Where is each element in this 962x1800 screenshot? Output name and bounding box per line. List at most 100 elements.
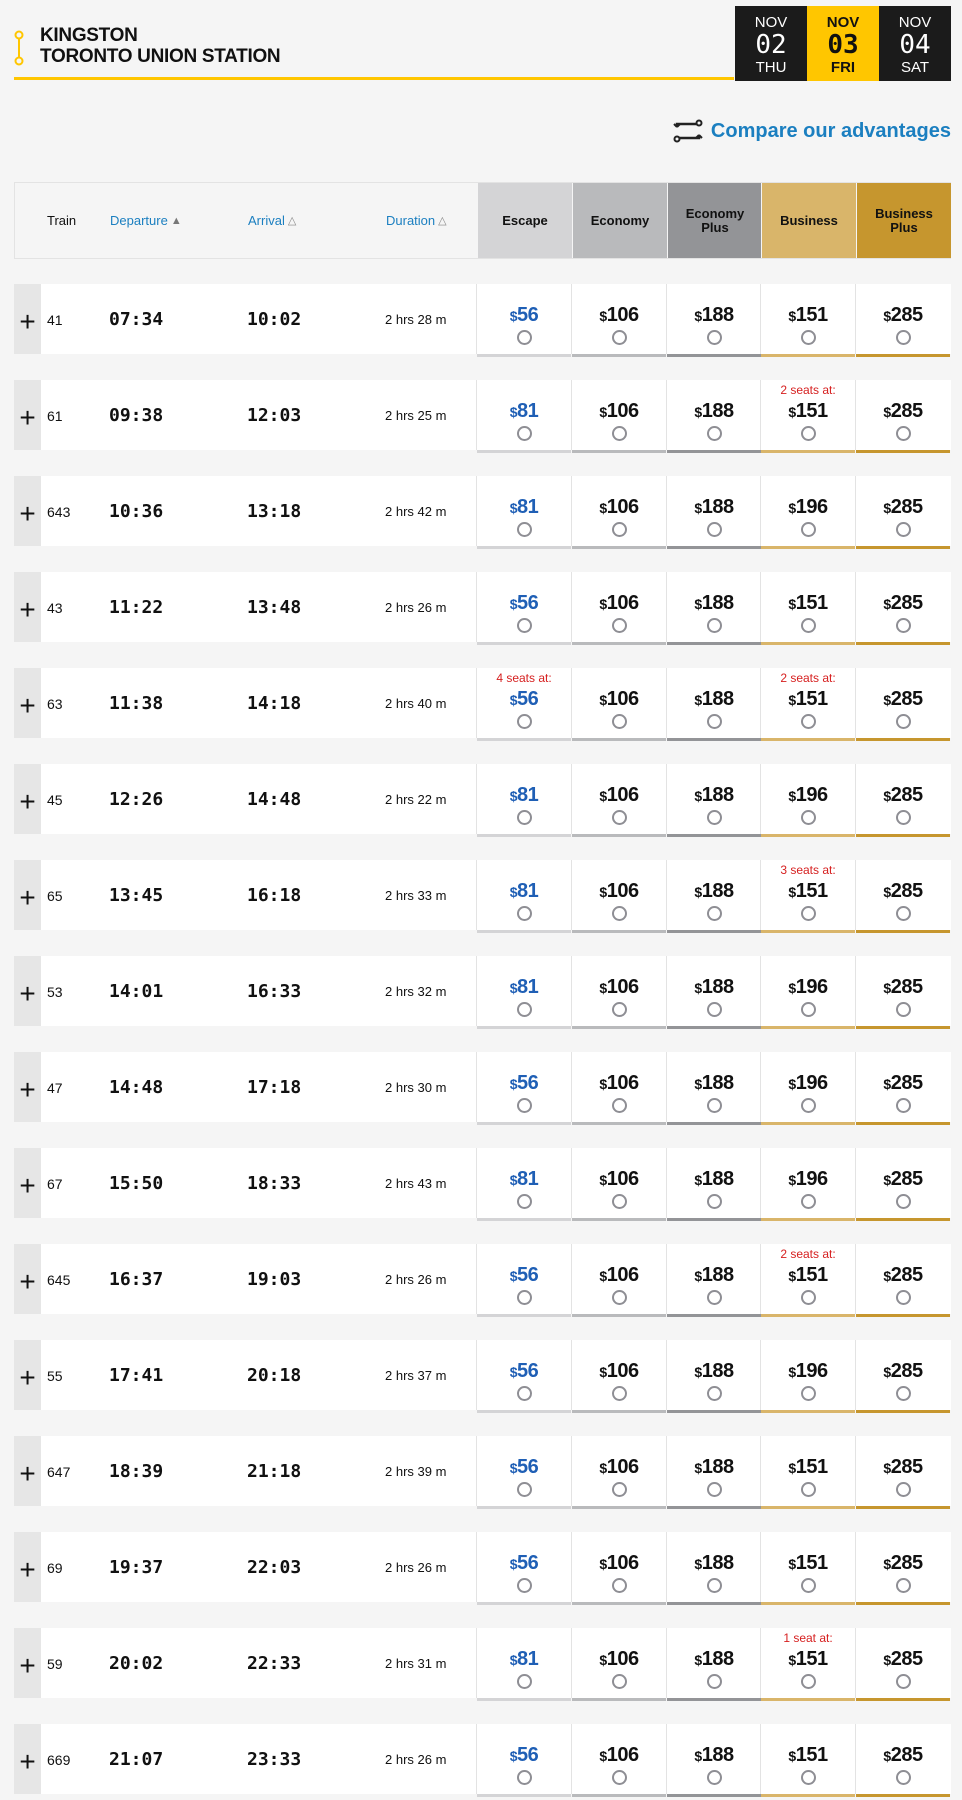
expand-button[interactable]: + — [14, 1340, 41, 1410]
fare-radio[interactable] — [801, 810, 816, 825]
expand-button[interactable]: + — [14, 1724, 41, 1794]
fare-option-business-plus[interactable]: $285 — [855, 476, 950, 549]
fare-radio[interactable] — [801, 1770, 816, 1785]
fare-option-business[interactable]: $151 — [760, 1532, 855, 1605]
fare-radio[interactable] — [707, 906, 722, 921]
fare-radio[interactable] — [612, 1482, 627, 1497]
fare-radio[interactable] — [517, 330, 532, 345]
fare-option-escape[interactable]: $56 — [476, 1340, 571, 1413]
fare-option-business[interactable]: $196 — [760, 956, 855, 1029]
fare-radio[interactable] — [517, 426, 532, 441]
sort-departure[interactable]: Departure ▲ — [110, 183, 182, 258]
fare-option-economy-plus[interactable]: $188 — [666, 1148, 761, 1221]
fare-radio[interactable] — [801, 330, 816, 345]
fare-option-economy[interactable]: $106 — [571, 1532, 666, 1605]
fare-radio[interactable] — [707, 522, 722, 537]
fare-radio[interactable] — [896, 1002, 911, 1017]
fare-radio[interactable] — [896, 1290, 911, 1305]
fare-radio[interactable] — [801, 1290, 816, 1305]
fare-radio[interactable] — [801, 1098, 816, 1113]
fare-option-economy-plus[interactable]: $188 — [666, 1244, 761, 1317]
fare-radio[interactable] — [517, 1482, 532, 1497]
fare-option-business-plus[interactable]: $285 — [855, 860, 950, 933]
fare-radio[interactable] — [707, 1002, 722, 1017]
fare-radio[interactable] — [801, 1578, 816, 1593]
fare-radio[interactable] — [517, 906, 532, 921]
fare-option-economy-plus[interactable]: $188 — [666, 1628, 761, 1701]
fare-radio[interactable] — [801, 618, 816, 633]
fare-option-escape[interactable]: $56 — [476, 1244, 571, 1317]
fare-option-economy-plus[interactable]: $188 — [666, 668, 761, 741]
fare-radio[interactable] — [612, 522, 627, 537]
fare-option-business-plus[interactable]: $285 — [855, 668, 950, 741]
fare-radio[interactable] — [612, 426, 627, 441]
fare-option-business[interactable]: 2 seats at: $151 — [760, 668, 855, 741]
expand-button[interactable]: + — [14, 956, 41, 1026]
fare-option-economy-plus[interactable]: $188 — [666, 1532, 761, 1605]
fare-radio[interactable] — [707, 618, 722, 633]
fare-radio[interactable] — [612, 1770, 627, 1785]
fare-option-economy-plus[interactable]: $188 — [666, 572, 761, 645]
fare-option-business-plus[interactable]: $285 — [855, 1340, 950, 1413]
fare-radio[interactable] — [612, 618, 627, 633]
fare-option-escape[interactable]: $81 — [476, 956, 571, 1029]
fare-radio[interactable] — [517, 522, 532, 537]
fare-radio[interactable] — [612, 1578, 627, 1593]
fare-radio[interactable] — [896, 1098, 911, 1113]
expand-button[interactable]: + — [14, 1148, 41, 1218]
fare-option-business[interactable]: 2 seats at: $151 — [760, 1244, 855, 1317]
fare-radio[interactable] — [612, 714, 627, 729]
fare-radio[interactable] — [707, 1482, 722, 1497]
sort-arrival[interactable]: Arrival △ — [248, 183, 296, 258]
fare-option-escape[interactable]: $81 — [476, 476, 571, 549]
fare-option-economy[interactable]: $106 — [571, 1340, 666, 1413]
fare-radio[interactable] — [612, 330, 627, 345]
fare-radio[interactable] — [612, 1098, 627, 1113]
expand-button[interactable]: + — [14, 1244, 41, 1314]
fare-radio[interactable] — [707, 1290, 722, 1305]
fare-radio[interactable] — [517, 1578, 532, 1593]
fare-radio[interactable] — [896, 1578, 911, 1593]
fare-option-business-plus[interactable]: $285 — [855, 380, 950, 453]
fare-option-business[interactable]: 3 seats at: $151 — [760, 860, 855, 933]
fare-option-business-plus[interactable]: $285 — [855, 764, 950, 837]
fare-option-business-plus[interactable]: $285 — [855, 1628, 950, 1701]
fare-option-business-plus[interactable]: $285 — [855, 572, 950, 645]
fare-radio[interactable] — [707, 1386, 722, 1401]
fare-option-escape[interactable]: 4 seats at: $56 — [476, 668, 571, 741]
fare-option-business-plus[interactable]: $285 — [855, 956, 950, 1029]
expand-button[interactable]: + — [14, 1628, 41, 1698]
fare-option-economy-plus[interactable]: $188 — [666, 380, 761, 453]
fare-option-economy[interactable]: $106 — [571, 476, 666, 549]
fare-option-escape[interactable]: $81 — [476, 1148, 571, 1221]
expand-button[interactable]: + — [14, 860, 41, 930]
fare-radio[interactable] — [896, 1386, 911, 1401]
fare-radio[interactable] — [517, 1674, 532, 1689]
date-04[interactable]: NOV 04 SAT — [879, 6, 951, 81]
fare-option-business[interactable]: $151 — [760, 284, 855, 357]
fare-radio[interactable] — [707, 1194, 722, 1209]
fare-option-business-plus[interactable]: $285 — [855, 1244, 950, 1317]
fare-radio[interactable] — [896, 522, 911, 537]
fare-option-business-plus[interactable]: $285 — [855, 1052, 950, 1125]
fare-radio[interactable] — [707, 810, 722, 825]
fare-radio[interactable] — [801, 426, 816, 441]
fare-radio[interactable] — [707, 330, 722, 345]
fare-radio[interactable] — [896, 330, 911, 345]
fare-option-economy[interactable]: $106 — [571, 1052, 666, 1125]
fare-option-business[interactable]: 1 seat at: $151 — [760, 1628, 855, 1701]
fare-option-economy[interactable]: $106 — [571, 956, 666, 1029]
fare-radio[interactable] — [896, 618, 911, 633]
fare-option-business[interactable]: $196 — [760, 1340, 855, 1413]
fare-radio[interactable] — [612, 810, 627, 825]
fare-radio[interactable] — [517, 810, 532, 825]
fare-option-economy[interactable]: $106 — [571, 284, 666, 357]
fare-option-escape[interactable]: $81 — [476, 1628, 571, 1701]
expand-button[interactable]: + — [14, 380, 41, 450]
fare-radio[interactable] — [896, 1194, 911, 1209]
expand-button[interactable]: + — [14, 476, 41, 546]
fare-radio[interactable] — [707, 1578, 722, 1593]
fare-option-economy-plus[interactable]: $188 — [666, 1052, 761, 1125]
fare-radio[interactable] — [707, 1674, 722, 1689]
fare-option-business[interactable]: $196 — [760, 1148, 855, 1221]
